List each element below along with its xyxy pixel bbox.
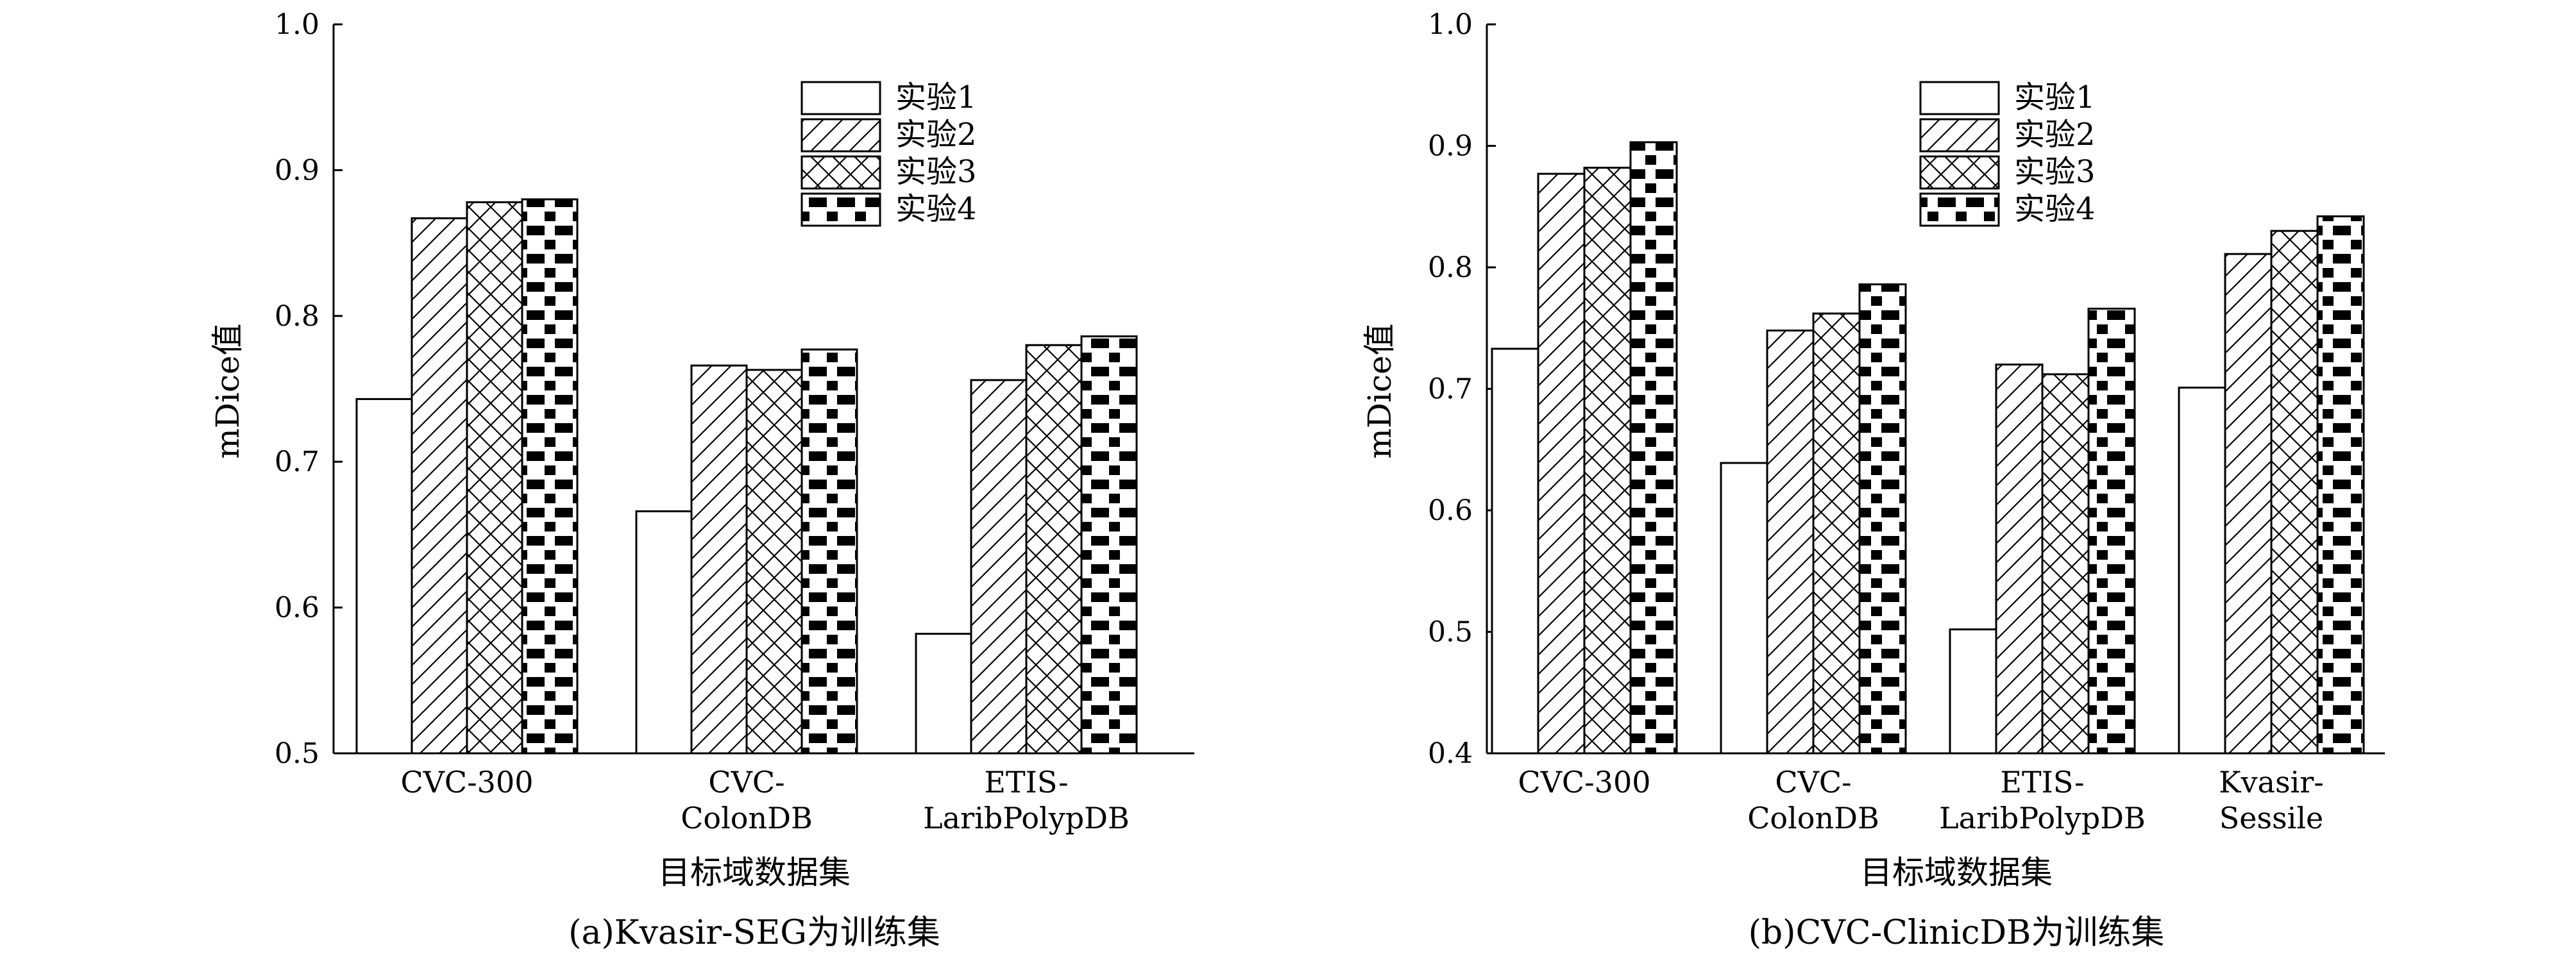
bar: [1537, 172, 1586, 755]
x-category-labels: CVC-300 CVC-ColonDB ETIS-LaribPolypDB Kvasi…: [1518, 765, 2324, 835]
x-category-label: ColonDB: [681, 801, 813, 835]
y-axis: 0.5 0.6 0.7 0.8 0.9 1.0 mDice值: [209, 8, 343, 770]
bar: [801, 348, 858, 755]
bar: [1766, 330, 1815, 755]
chart-panel-b: 0.40.50.60.70.80.91.0 mDice值 CVC-300 CVC-…: [1361, 8, 2385, 952]
y-tick-label: 0.8: [275, 300, 319, 333]
bar: [1812, 312, 1861, 755]
y-tick-label: 0.8: [1428, 251, 1473, 284]
bar: [1858, 283, 1907, 755]
x-axis: CVC-300 CVC-ColonDB ETIS-LaribPolypDB Kvasi…: [1487, 752, 2385, 891]
bar: [355, 398, 413, 755]
y-tick-label: 0.5: [275, 737, 319, 770]
bar: [970, 379, 1028, 755]
legend-swatch: [1919, 155, 2000, 190]
bar: [1080, 335, 1138, 755]
y-ticks: 0.4 0.5 0.6 0.7 0.8 0.9 1.0: [1428, 8, 1496, 770]
x-category-label: ETIS-: [984, 765, 1068, 799]
y-tick-label: 0.7: [1428, 373, 1473, 406]
y-ticks: 0.5 0.6 0.7 0.8 0.9 1.0: [275, 8, 343, 770]
bar: [1995, 364, 2044, 755]
y-tick-label: 0.6: [275, 592, 319, 624]
x-category-label: LaribPolypDB: [923, 801, 1130, 835]
y-tick-label: 0.7: [275, 446, 319, 478]
legend-swatch: [801, 118, 881, 153]
bar: [1949, 628, 1997, 755]
bar: [690, 364, 748, 755]
bars: [355, 198, 1138, 755]
y-tick-label: 1.0: [1428, 8, 1473, 41]
x-axis-title: 目标域数据集: [1860, 854, 2053, 891]
bar: [2270, 230, 2319, 755]
x-axis-title: 目标域数据集: [658, 854, 851, 891]
bar: [1583, 167, 1632, 755]
bar: [635, 510, 693, 755]
x-category-labels: CVC-300 CVC-ColonDB ETIS-LaribPolypDB: [401, 765, 1130, 835]
bar: [2316, 215, 2365, 755]
y-tick-label: 0.6: [1428, 494, 1473, 527]
x-category-label: ColonDB: [1747, 801, 1879, 835]
bar: [521, 198, 579, 755]
y-axis-title: mDice值: [209, 323, 246, 458]
x-category-label: CVC-: [708, 765, 784, 799]
legend-swatch: [801, 192, 881, 227]
legend-label: 实验1: [895, 80, 977, 115]
y-tick-label: 1.0: [275, 8, 319, 41]
bar: [1720, 462, 1768, 755]
x-category-label: ETIS-: [2000, 765, 2084, 799]
legend-label: 实验2: [895, 117, 977, 153]
bar: [2087, 307, 2136, 755]
y-tick-label: 0.9: [275, 154, 319, 187]
legend-label: 实验3: [895, 154, 977, 190]
bar: [1025, 344, 1083, 755]
legend-swatch: [1919, 192, 2000, 227]
bar: [915, 633, 972, 755]
bar: [2224, 253, 2273, 755]
legend-swatch: [801, 81, 881, 115]
legend-swatch: [801, 155, 881, 190]
bars: [1491, 141, 2365, 755]
x-category-label: Kvasir-: [2219, 765, 2324, 799]
x-category-label: LaribPolypDB: [1939, 801, 2146, 835]
figure-caption: (b)CVC-ClinicDB为训练集: [1749, 914, 2165, 952]
bar: [1491, 347, 1539, 755]
bar: [745, 369, 803, 755]
bar: [466, 201, 523, 755]
legend-label: 实验3: [2014, 154, 2096, 190]
y-tick-label: 0.9: [1428, 130, 1473, 163]
bar: [411, 217, 468, 755]
legend-label: 实验1: [2014, 80, 2096, 115]
legend-label: 实验4: [895, 191, 977, 227]
x-category-label: Sessile: [2219, 801, 2324, 835]
chart-panel-a: 0.5 0.6 0.7 0.8 0.9 1.0 mDice值 CVC-300 CVC-Col…: [209, 8, 1194, 952]
x-axis: CVC-300 CVC-ColonDB ETIS-LaribPolypDB 目标域数…: [334, 752, 1194, 891]
bar: [1629, 141, 1678, 755]
figure-caption: (a)Kvasir-SEG为训练集: [568, 914, 940, 952]
x-category-label: CVC-: [1775, 765, 1851, 799]
y-tick-label: 0.5: [1428, 616, 1473, 649]
x-category-label: CVC-300: [1518, 765, 1651, 799]
legend-swatch: [1919, 81, 2000, 115]
legend-swatch: [1919, 118, 2000, 153]
legend-label: 实验4: [2014, 191, 2096, 227]
x-category-label: CVC-300: [401, 765, 534, 799]
y-tick-label: 0.4: [1428, 737, 1473, 770]
y-axis-title: mDice值: [1361, 323, 1398, 458]
y-axis: 0.4 0.5 0.6 0.7 0.8 0.9 1.0 mDice值: [1361, 8, 1496, 770]
bar: [2041, 373, 2090, 755]
legend-label: 实验2: [2014, 117, 2096, 153]
bar: [2178, 387, 2226, 755]
